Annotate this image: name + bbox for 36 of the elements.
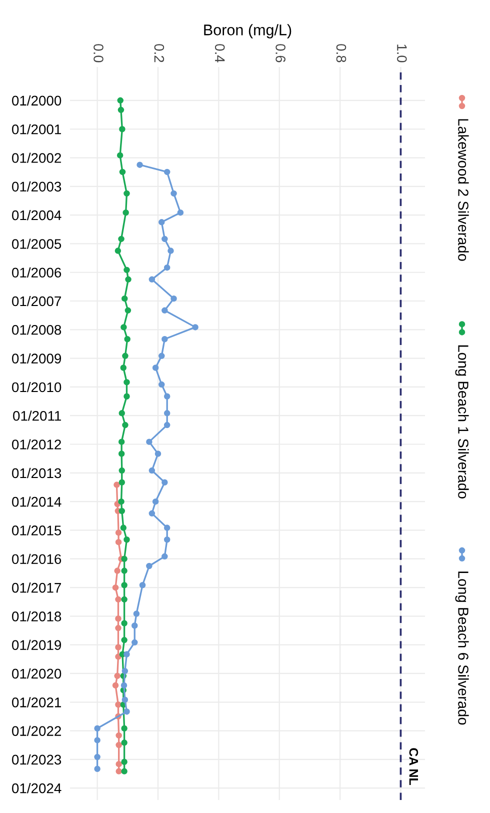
y-tick-label: 01/2006 — [12, 267, 62, 278]
y-tick-label: 01/2017 — [12, 582, 61, 593]
y-tick-label: 01/2013 — [12, 468, 62, 478]
y-tick-label: 01/2002 — [12, 152, 61, 163]
x-tick-label: 0.2 — [154, 44, 164, 62]
y-tick-label: 01/2005 — [12, 238, 62, 249]
y-tick-label: 01/2021 — [12, 697, 61, 708]
legend-label: Long Beach 1 Silverado — [455, 345, 469, 498]
y-tick-label: 01/2007 — [12, 296, 61, 306]
y-tick-label: 01/2024 — [12, 783, 62, 794]
y-tick-label: 01/2012 — [12, 439, 61, 450]
y-tick-label: 01/2015 — [12, 525, 62, 536]
y-tick-label: 01/2001 — [12, 124, 61, 134]
y-tick-label: 01/2010 — [12, 382, 62, 392]
x-tick-label: 0.4 — [214, 44, 225, 62]
y-tick-label: 01/2019 — [12, 640, 62, 650]
y-tick-label: 01/2011 — [13, 410, 61, 421]
y-tick-label: 01/2020 — [12, 668, 62, 679]
y-tick-label: 01/2000 — [12, 95, 62, 106]
legend-label: Long Beach 6 Silverado — [455, 572, 469, 725]
y-tick-label: 01/2008 — [12, 324, 62, 335]
y-tick-label: 01/2009 — [12, 353, 62, 364]
x-axis-title: Boron (mg/L) — [204, 24, 292, 38]
x-tick-label: 1.0 — [397, 44, 407, 62]
y-tick-label: 01/2016 — [12, 554, 62, 564]
y-tick-label: 01/2014 — [12, 496, 62, 507]
x-tick-label: 0.0 — [94, 44, 104, 62]
y-tick-label: 01/2023 — [12, 754, 62, 765]
y-tick-label: 01/2022 — [12, 726, 61, 736]
y-tick-label: 01/2003 — [12, 181, 62, 192]
y-tick-label: 01/2018 — [12, 611, 62, 622]
x-tick-label: 0.8 — [336, 44, 346, 62]
y-tick-label: 01/2004 — [12, 210, 62, 220]
x-tick-label: 0.6 — [276, 44, 286, 62]
legend-label: Lakewood 2 Silverado — [458, 119, 469, 261]
ref-line-label: CA NL — [409, 748, 418, 785]
